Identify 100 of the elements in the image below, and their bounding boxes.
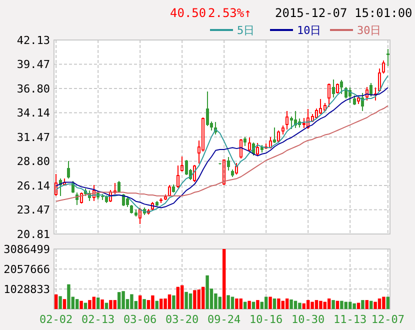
bar bbox=[130, 294, 134, 309]
x-tick-label: 10-16 bbox=[250, 313, 283, 326]
candlestick bbox=[336, 84, 339, 93]
candlestick bbox=[172, 184, 176, 192]
bar bbox=[155, 300, 158, 309]
bar bbox=[184, 292, 188, 309]
bar bbox=[348, 302, 352, 309]
bar bbox=[80, 300, 83, 309]
y-tick-label: 39.47 bbox=[16, 58, 50, 72]
x-tick-label: 12-07 bbox=[371, 313, 404, 326]
bar bbox=[164, 298, 167, 309]
x-tick-label: 02-02 bbox=[40, 313, 73, 326]
bar bbox=[286, 298, 289, 309]
candlestick bbox=[168, 184, 171, 196]
bar bbox=[113, 300, 116, 309]
bar bbox=[160, 298, 163, 309]
bar bbox=[319, 300, 322, 309]
candlestick bbox=[226, 156, 230, 172]
bar bbox=[100, 299, 104, 309]
candlestick bbox=[315, 108, 318, 118]
bar bbox=[239, 298, 242, 309]
bar bbox=[252, 302, 256, 309]
bar bbox=[272, 298, 276, 309]
bar bbox=[67, 284, 70, 309]
y-tick-label: 1028833 bbox=[4, 282, 50, 296]
candlestick bbox=[286, 110, 289, 130]
candlestick bbox=[268, 136, 272, 148]
candlestick bbox=[273, 127, 276, 142]
bar bbox=[290, 299, 293, 309]
bar bbox=[302, 303, 306, 309]
bar bbox=[84, 302, 88, 309]
bar bbox=[92, 296, 96, 309]
y-tick-label: 3086499 bbox=[4, 242, 50, 256]
bar bbox=[138, 295, 142, 309]
y-tick-label: 23.47 bbox=[16, 204, 50, 217]
y-tick-label: 31.47 bbox=[16, 130, 50, 144]
bar bbox=[310, 302, 314, 309]
bar bbox=[172, 295, 176, 309]
bar bbox=[193, 290, 196, 309]
bar bbox=[386, 296, 390, 309]
bar bbox=[226, 295, 230, 309]
legend-label: 5日 bbox=[237, 24, 255, 37]
candlestick bbox=[332, 78, 335, 98]
bar bbox=[151, 295, 154, 309]
text: 2.53%↑ bbox=[208, 6, 252, 20]
candlestick bbox=[176, 164, 180, 188]
bar bbox=[374, 302, 377, 309]
text: 40.50 bbox=[170, 6, 206, 20]
x-tick-label: 09-24 bbox=[208, 313, 242, 326]
bar bbox=[352, 303, 356, 309]
bar bbox=[248, 300, 251, 309]
bar bbox=[277, 298, 280, 309]
legend-label: 30日 bbox=[357, 24, 382, 37]
bar bbox=[356, 302, 360, 309]
x-tick-label: 03-20 bbox=[166, 313, 199, 326]
candlestick bbox=[244, 136, 247, 146]
bar bbox=[76, 299, 79, 309]
bar bbox=[118, 292, 121, 309]
bar bbox=[382, 296, 386, 309]
candlestick bbox=[67, 160, 70, 178]
bar bbox=[235, 298, 238, 309]
candlestick bbox=[130, 206, 134, 213]
bar bbox=[62, 299, 66, 309]
candlestick bbox=[118, 182, 121, 192]
y-tick-label: 34.14 bbox=[16, 106, 50, 120]
bar bbox=[54, 294, 58, 309]
text: 2015-12-07 15:01:00 bbox=[275, 6, 412, 20]
candlestick bbox=[180, 156, 184, 171]
y-tick-label: 20.81 bbox=[16, 228, 50, 241]
candlestick bbox=[231, 169, 234, 178]
bar bbox=[306, 300, 310, 309]
bar bbox=[365, 300, 368, 309]
candlestick bbox=[386, 48, 390, 66]
bar bbox=[264, 296, 268, 309]
bar bbox=[206, 275, 209, 309]
bar bbox=[230, 296, 234, 309]
candlestick bbox=[160, 198, 163, 204]
x-tick-label: 02-13 bbox=[82, 313, 115, 326]
y-tick-label: 2057666 bbox=[4, 262, 50, 276]
bar bbox=[109, 300, 112, 309]
x-tick-label: 10-30 bbox=[292, 313, 325, 326]
bar bbox=[370, 300, 373, 309]
bar bbox=[361, 300, 364, 309]
bar bbox=[176, 286, 180, 309]
bar bbox=[188, 293, 192, 309]
bar bbox=[218, 296, 222, 309]
bar bbox=[340, 300, 344, 309]
candlestick bbox=[382, 60, 386, 73]
bar bbox=[332, 300, 335, 309]
bar bbox=[168, 294, 172, 309]
bar bbox=[281, 300, 284, 309]
bar bbox=[244, 302, 247, 309]
bar bbox=[378, 298, 382, 309]
candlestick bbox=[138, 208, 142, 225]
line-series bbox=[56, 105, 388, 202]
bar bbox=[256, 300, 260, 309]
bar bbox=[328, 298, 331, 309]
bar bbox=[104, 302, 108, 309]
bar bbox=[344, 302, 348, 309]
candlestick bbox=[109, 190, 112, 202]
